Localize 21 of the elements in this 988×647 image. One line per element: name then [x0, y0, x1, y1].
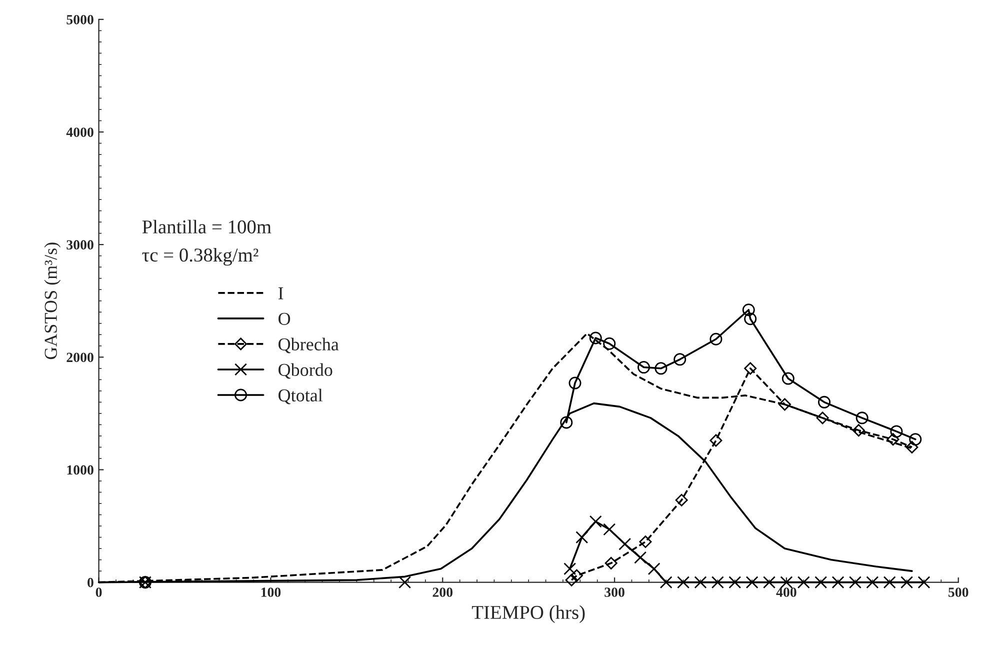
x-tick-label: 400: [776, 588, 796, 597]
x-tick-label: 200: [432, 588, 453, 597]
legend-label: Qbordo: [278, 363, 332, 379]
x-axis-title: TIEMPO (hrs): [472, 605, 585, 623]
x-tick-label: 0: [96, 588, 102, 597]
legend-label: Qtotal: [278, 388, 323, 404]
x-tick-label: 100: [261, 588, 281, 597]
annotation: τc = 0.38kg/m²: [142, 248, 258, 266]
y-axis-title: GASTOS (m³/s): [44, 242, 61, 360]
y-tick-label: 4000: [66, 128, 94, 137]
legend-label: O: [278, 312, 290, 325]
legend-label: I: [278, 287, 284, 300]
y-tick-label: 5000: [66, 14, 94, 24]
y-tick-label: 1000: [67, 465, 94, 475]
y-tick-label: 2000: [66, 352, 94, 362]
x-tick-label: 300: [604, 588, 624, 597]
y-tick-label: 3000: [66, 240, 94, 250]
x-tick-label: 500: [948, 588, 968, 597]
annotation: Plantilla = 100m: [142, 220, 272, 234]
y-tick-label: 0: [88, 578, 94, 588]
legend-label: Qbrecha: [278, 338, 339, 354]
